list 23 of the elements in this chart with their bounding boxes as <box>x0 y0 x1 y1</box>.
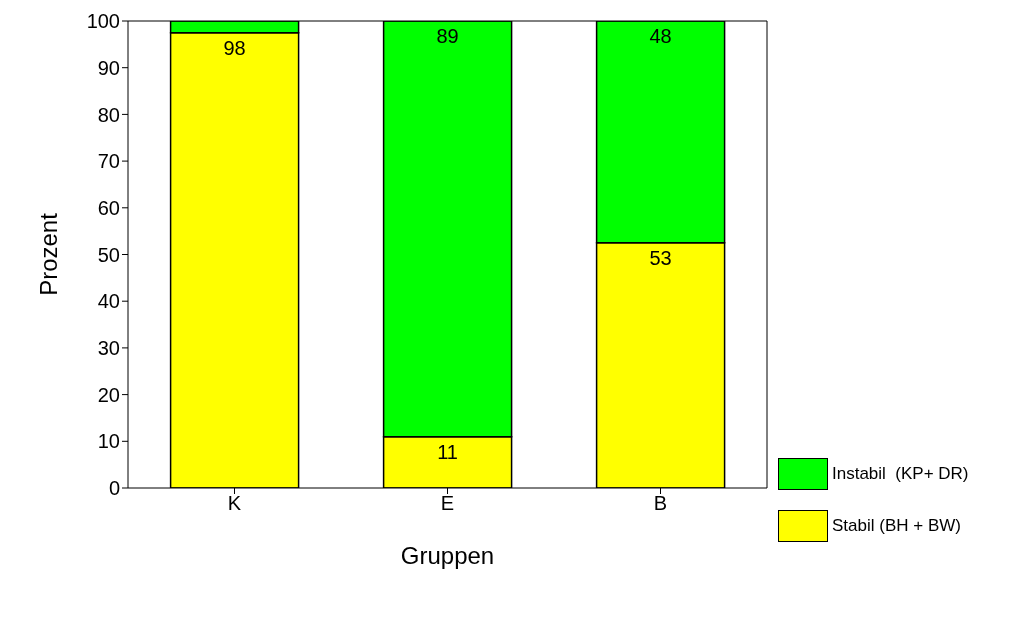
data-label: 53 <box>649 246 672 269</box>
y-tick-label: 0 <box>108 477 120 500</box>
y-tick-label: 60 <box>97 196 120 219</box>
legend-label: Stabil (BH + BW) <box>832 516 961 536</box>
y-tick-label: 20 <box>97 383 120 406</box>
y-tick-label: 40 <box>97 290 120 313</box>
x-axis-title: Gruppen <box>400 542 495 569</box>
y-tick-label: 50 <box>97 243 120 266</box>
x-tick-label: K <box>227 492 242 515</box>
legend-label: Instabil (KP+ DR) <box>832 464 969 484</box>
y-tick-label: 100 <box>86 10 120 33</box>
y-tick-label: 30 <box>97 337 120 359</box>
data-label: 48 <box>649 25 672 47</box>
data-label: 98 <box>223 36 246 59</box>
x-tick-label: E <box>440 492 455 515</box>
x-tick-label: B <box>653 492 668 515</box>
data-label: 11 <box>437 440 458 463</box>
y-tick-label: 90 <box>97 56 120 79</box>
y-tick-label: 70 <box>97 150 120 173</box>
y-axis-title: Prozent <box>34 212 62 296</box>
y-tick-label: 80 <box>97 103 120 126</box>
y-tick-label: 10 <box>97 430 120 453</box>
data-label: 89 <box>436 25 459 47</box>
